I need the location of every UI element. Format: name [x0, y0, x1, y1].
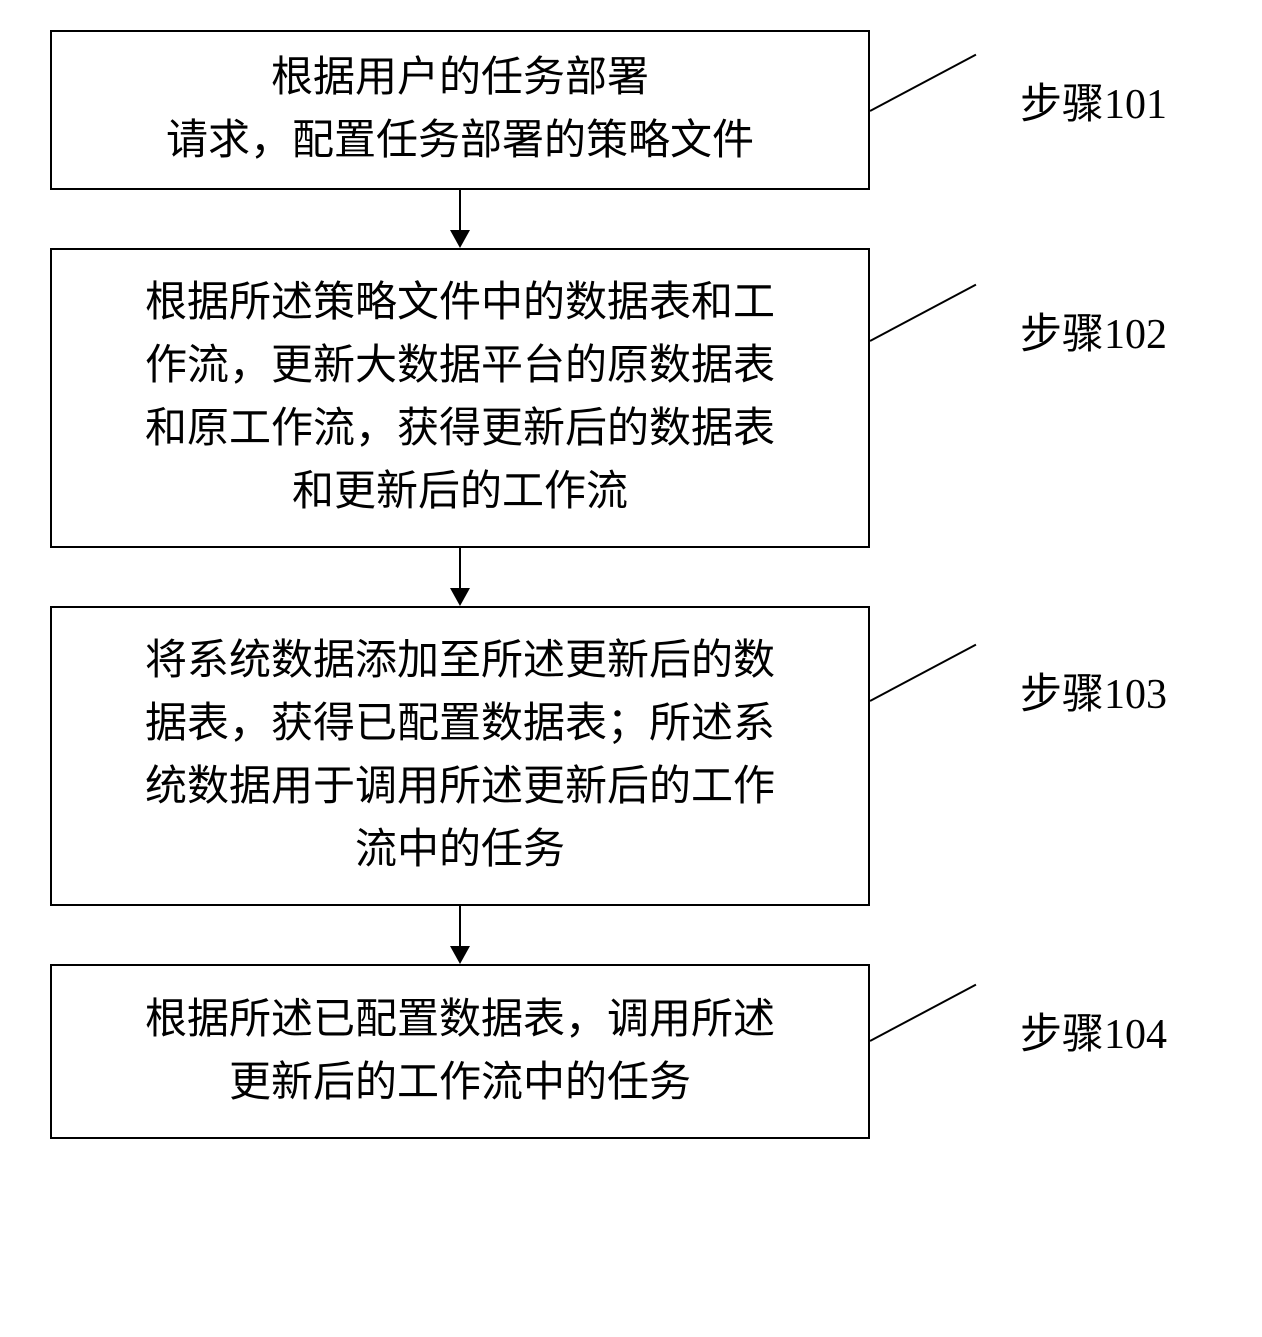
- step-text-1: 根据用户的任务部署请求，配置任务部署的策略文件: [166, 47, 754, 173]
- step-text-2: 根据所述策略文件中的数据表和工作流，更新大数据平台的原数据表和原工作流，获得更新…: [145, 272, 775, 524]
- step-text-4: 根据所述已配置数据表，调用所述更新后的工作流中的任务: [145, 989, 775, 1115]
- label-connector-3: [870, 644, 977, 702]
- step-label-4: 步骤104: [1020, 1000, 1167, 1061]
- step-box-3: 将系统数据添加至所述更新后的数据表，获得已配置数据表；所述系统数据用于调用所述更…: [50, 606, 870, 906]
- step-box-4: 根据所述已配置数据表，调用所述更新后的工作流中的任务: [50, 964, 870, 1139]
- arrow-head-3: [450, 946, 470, 964]
- arrow-head-1: [450, 230, 470, 248]
- step-box-1: 根据用户的任务部署请求，配置任务部署的策略文件: [50, 30, 870, 190]
- label-connector-1: [870, 54, 977, 112]
- arrow-head-2: [450, 588, 470, 606]
- step-label-2: 步骤102: [1020, 300, 1167, 361]
- step-box-2: 根据所述策略文件中的数据表和工作流，更新大数据平台的原数据表和原工作流，获得更新…: [50, 248, 870, 548]
- step-label-3: 步骤103: [1020, 660, 1167, 721]
- flowchart-container: 根据用户的任务部署请求，配置任务部署的策略文件 步骤101 根据所述策略文件中的…: [0, 0, 1262, 1337]
- arrow-line-2: [459, 548, 461, 588]
- label-connector-4: [870, 984, 977, 1042]
- arrow-line-3: [459, 906, 461, 946]
- step-text-3: 将系统数据添加至所述更新后的数据表，获得已配置数据表；所述系统数据用于调用所述更…: [145, 630, 775, 882]
- label-connector-2: [870, 284, 977, 342]
- step-label-1: 步骤101: [1020, 70, 1167, 131]
- arrow-line-1: [459, 190, 461, 230]
